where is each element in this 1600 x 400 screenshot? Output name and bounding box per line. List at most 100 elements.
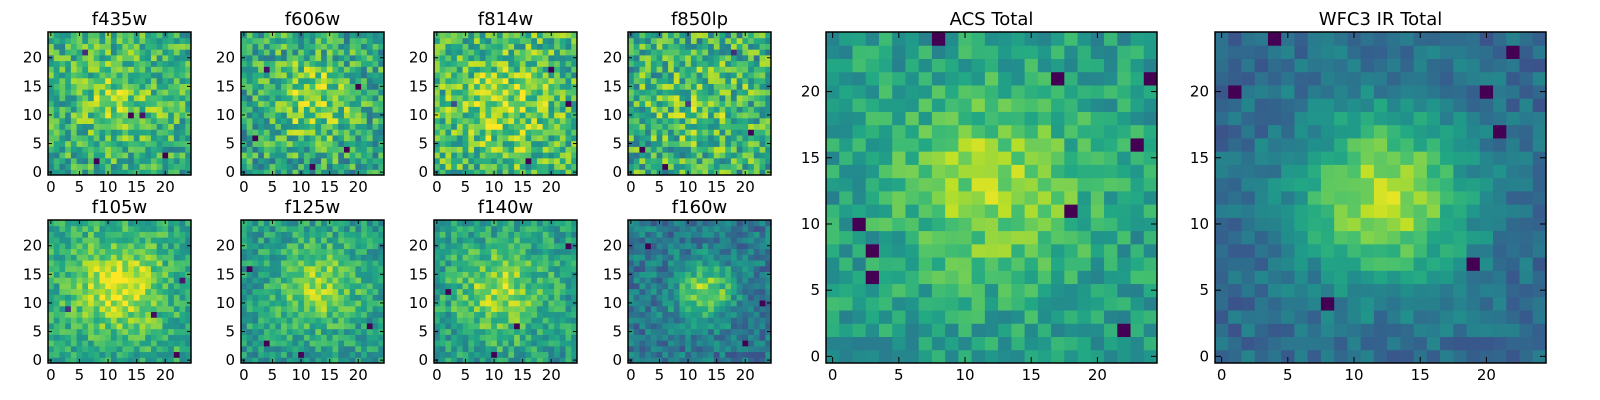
axes-frame xyxy=(240,219,385,364)
heatmap-cell xyxy=(702,282,709,290)
heatmap-cell xyxy=(485,72,492,79)
heatmap-cell xyxy=(332,254,339,261)
heatmap-cell xyxy=(309,112,316,119)
heatmap-cell xyxy=(93,83,100,90)
heatmap-cell xyxy=(650,83,658,90)
heatmap-cell xyxy=(361,106,368,113)
heatmap-cell xyxy=(571,37,578,44)
heatmap-cell xyxy=(748,94,755,102)
heatmap-cell xyxy=(185,311,192,318)
heatmap-cell xyxy=(99,112,106,119)
heatmap-cell xyxy=(349,83,356,90)
heatmap-cell xyxy=(252,32,259,39)
x-tick-label: 20 xyxy=(349,178,368,196)
heatmap-cell xyxy=(110,351,118,358)
heatmap-cell xyxy=(139,351,146,358)
heatmap-cell xyxy=(326,282,334,290)
heatmap-cell xyxy=(179,305,186,313)
heatmap-cell xyxy=(133,60,141,67)
heatmap-cell xyxy=(514,231,521,238)
heatmap-cell xyxy=(742,328,749,335)
heatmap-cell xyxy=(559,54,567,62)
heatmap-cell xyxy=(309,129,316,136)
heatmap-cell xyxy=(361,146,368,153)
heatmap-cell xyxy=(269,351,276,358)
heatmap-cell xyxy=(241,134,248,142)
heatmap-cell xyxy=(485,322,492,330)
heatmap-cell xyxy=(269,328,276,335)
heatmap-cell xyxy=(542,163,549,170)
heatmap-cell xyxy=(241,248,248,255)
heatmap-cell xyxy=(662,49,669,56)
heatmap-cell xyxy=(133,112,141,119)
heatmap-cell xyxy=(508,157,515,165)
heatmap-cell xyxy=(303,43,311,50)
heatmap-cell xyxy=(252,282,259,290)
heatmap-cell xyxy=(639,340,646,347)
heatmap-cell xyxy=(321,32,328,39)
heatmap-cell xyxy=(133,123,141,130)
heatmap-cell xyxy=(258,340,265,347)
heatmap-cell xyxy=(571,317,578,324)
heatmap-cell xyxy=(491,106,498,113)
heatmap-cell xyxy=(315,37,322,44)
heatmap-cell xyxy=(179,123,186,130)
heatmap-cell xyxy=(315,294,322,301)
heatmap-cell xyxy=(286,225,293,232)
heatmap-cell xyxy=(474,60,481,67)
heatmap-cell xyxy=(679,89,686,96)
heatmap-cell xyxy=(719,334,726,341)
heatmap-cell xyxy=(565,345,572,353)
heatmap-cell xyxy=(241,94,248,102)
heatmap-cell xyxy=(48,37,55,44)
heatmap-cell xyxy=(485,100,492,107)
heatmap-cell xyxy=(269,94,276,102)
heatmap-cell xyxy=(742,351,749,358)
heatmap-cell xyxy=(656,322,663,330)
heatmap-cell xyxy=(309,322,316,330)
heatmap-cell xyxy=(571,60,578,67)
heatmap-cell xyxy=(713,43,721,50)
heatmap-cell xyxy=(708,140,715,147)
heatmap-cell xyxy=(559,117,567,125)
heatmap-cell xyxy=(275,123,282,130)
heatmap-cell xyxy=(281,294,288,301)
heatmap-cell xyxy=(372,328,379,335)
heatmap-cell xyxy=(156,277,163,284)
heatmap-cell xyxy=(168,260,175,267)
heatmap-cell xyxy=(156,83,163,90)
heatmap-cell xyxy=(116,77,123,84)
heatmap-cell xyxy=(765,129,772,136)
heatmap-cell xyxy=(479,340,486,347)
heatmap-cell xyxy=(485,265,492,272)
heatmap-cell xyxy=(474,282,481,290)
heatmap-cell xyxy=(59,163,66,170)
heatmap-cell xyxy=(372,94,379,102)
heatmap-cell xyxy=(105,225,112,232)
heatmap-cell xyxy=(439,66,446,73)
heatmap-cell xyxy=(525,317,532,324)
heatmap-cell xyxy=(668,66,675,73)
heatmap-cell xyxy=(548,282,555,290)
heatmap-cell xyxy=(82,305,89,313)
heatmap-cell xyxy=(690,282,698,290)
heatmap-cell xyxy=(275,37,282,44)
heatmap-cell xyxy=(542,340,549,347)
heatmap-cell xyxy=(349,43,356,50)
heatmap-cell xyxy=(713,146,721,153)
y-tick-label: 5 xyxy=(32,323,42,341)
heatmap-cell xyxy=(531,260,538,267)
heatmap-cell xyxy=(116,248,123,255)
heatmap-cell xyxy=(145,37,152,44)
heatmap-cell xyxy=(765,77,772,84)
heatmap-cell xyxy=(479,106,486,113)
heatmap-cell xyxy=(502,72,509,79)
heatmap-cell xyxy=(269,265,276,272)
heatmap-cell xyxy=(258,322,265,330)
heatmap-cell xyxy=(439,152,446,159)
heatmap-cell xyxy=(88,282,95,290)
heatmap-cell xyxy=(565,100,572,107)
heatmap-cell xyxy=(128,129,135,136)
heatmap-cell xyxy=(145,248,152,255)
heatmap-cell xyxy=(99,49,106,56)
